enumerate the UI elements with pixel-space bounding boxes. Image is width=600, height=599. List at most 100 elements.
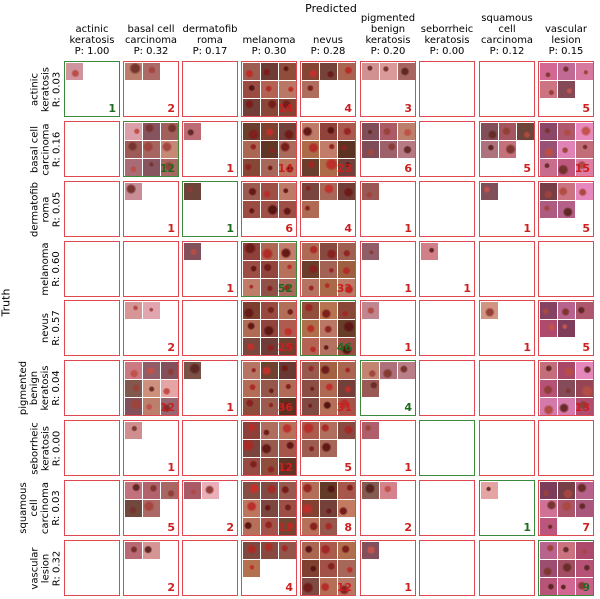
lesion-thumbnail xyxy=(261,542,278,559)
lesion-thumbnail xyxy=(161,159,178,176)
matrix-cell: 1 xyxy=(419,241,475,297)
column-header-line: melanoma xyxy=(242,35,296,46)
matrix-cell: 6 xyxy=(241,181,297,237)
lesion-thumbnail xyxy=(540,500,557,517)
lesion-thumbnail xyxy=(279,380,296,397)
lesion-thumbnail xyxy=(261,362,278,379)
column-header-line: lesion xyxy=(551,35,581,46)
row-header-line: cell xyxy=(29,499,40,517)
lesion-thumbnail xyxy=(362,183,379,200)
lesion-thumbnail xyxy=(243,302,260,319)
lesion-thumbnail xyxy=(261,123,278,140)
lesion-thumbnail xyxy=(362,542,379,559)
lesion-thumbnail xyxy=(302,422,319,439)
lesion-thumbnail xyxy=(184,482,201,499)
lesion-thumbnail xyxy=(362,380,379,397)
lesion-thumbnail xyxy=(143,123,160,140)
lesion-thumbnail xyxy=(302,440,319,457)
matrix-cell: 52 xyxy=(241,241,297,297)
matrix-cell: 2 xyxy=(123,300,179,356)
lesion-thumbnail xyxy=(576,542,593,559)
lesion-thumbnail xyxy=(362,422,379,439)
lesion-thumbnail xyxy=(362,362,379,379)
row-header: squamous cell carcinoma R: 0.03 xyxy=(18,478,62,538)
lesion-thumbnail xyxy=(261,458,278,475)
lesion-thumbnail xyxy=(261,338,278,355)
lesion-thumbnail xyxy=(279,279,296,296)
matrix-cell: 25 xyxy=(241,300,297,356)
row-header-line: squamous xyxy=(18,482,29,534)
lesion-thumbnail xyxy=(261,320,278,337)
cell-count: 4 xyxy=(404,401,412,414)
cell-count: 1 xyxy=(167,222,175,235)
cell-count: 7 xyxy=(582,521,590,534)
lesion-thumbnail xyxy=(338,560,355,577)
lesion-thumbnail xyxy=(576,141,593,158)
lesion-thumbnail xyxy=(161,123,178,140)
column-header-line: P: 0.32 xyxy=(133,46,169,57)
matrix-cell: 1 xyxy=(479,300,535,356)
lesion-thumbnail xyxy=(338,279,355,296)
lesion-thumbnail xyxy=(558,141,575,158)
row-header-line: vascular xyxy=(29,546,40,590)
lesion-thumbnail xyxy=(338,380,355,397)
cell-count: 5 xyxy=(523,162,531,175)
matrix-cell: 8 xyxy=(300,480,356,536)
lesion-thumbnail xyxy=(576,183,593,200)
lesion-thumbnail xyxy=(302,560,319,577)
lesion-thumbnail xyxy=(338,243,355,260)
lesion-thumbnail xyxy=(540,201,557,218)
lesion-thumbnail xyxy=(243,500,260,517)
cell-count: 1 xyxy=(404,581,412,594)
cell-count: 4 xyxy=(344,102,352,115)
cell-count: 5 xyxy=(582,341,590,354)
lesion-thumbnail xyxy=(261,63,278,80)
lesion-thumbnail xyxy=(320,243,337,260)
column-header-line: pigmented xyxy=(360,13,416,24)
lesion-thumbnail xyxy=(338,482,355,499)
lesion-thumbnail xyxy=(243,422,260,439)
lesion-thumbnail xyxy=(302,542,319,559)
lesion-thumbnail xyxy=(398,63,415,80)
cell-count: 2 xyxy=(167,341,175,354)
lesion-thumbnail xyxy=(125,183,142,200)
lesion-thumbnail xyxy=(540,542,557,559)
cell-count: 23 xyxy=(336,162,352,175)
lesion-thumbnail xyxy=(338,362,355,379)
lesion-thumbnail xyxy=(320,141,337,158)
lesion-thumbnail xyxy=(279,440,296,457)
lesion-thumbnail xyxy=(125,123,142,140)
matrix-cell: 5 xyxy=(479,121,535,177)
column-header-line: actinic xyxy=(75,24,109,35)
cell-count: 2 xyxy=(167,102,175,115)
lesion-thumbnail xyxy=(261,81,278,98)
lesion-thumbnail xyxy=(125,542,142,559)
lesion-thumbnail xyxy=(576,362,593,379)
matrix-cell xyxy=(419,360,475,416)
lesion-thumbnail xyxy=(481,141,498,158)
lesion-thumbnail xyxy=(143,362,160,379)
matrix-cell: 1 xyxy=(360,241,416,297)
lesion-thumbnail xyxy=(540,159,557,176)
matrix-cell: 15 xyxy=(538,121,594,177)
matrix-cell xyxy=(64,181,120,237)
lesion-thumbnail xyxy=(66,63,83,80)
lesion-thumbnail xyxy=(320,542,337,559)
cell-count: 1 xyxy=(523,222,531,235)
column-header-line: keratosis xyxy=(424,35,470,46)
row-header: nevus R: 0.57 xyxy=(40,298,62,358)
lesion-thumbnail xyxy=(302,380,319,397)
matrix-cell: 1 xyxy=(360,181,416,237)
column-header-line: P: 0.00 xyxy=(429,46,465,57)
lesion-thumbnail xyxy=(302,279,319,296)
row-header: actinic keratosis R: 0.03 xyxy=(29,59,62,119)
matrix-cell: 1 xyxy=(360,540,416,596)
cell-count: 1 xyxy=(226,401,234,414)
lesion-thumbnail xyxy=(243,141,260,158)
lesion-thumbnail xyxy=(243,81,260,98)
matrix-cell: 2 xyxy=(182,480,238,536)
lesion-thumbnail xyxy=(558,63,575,80)
lesion-thumbnail xyxy=(125,302,142,319)
lesion-thumbnail xyxy=(481,123,498,140)
matrix-cell: 46 xyxy=(300,300,356,356)
